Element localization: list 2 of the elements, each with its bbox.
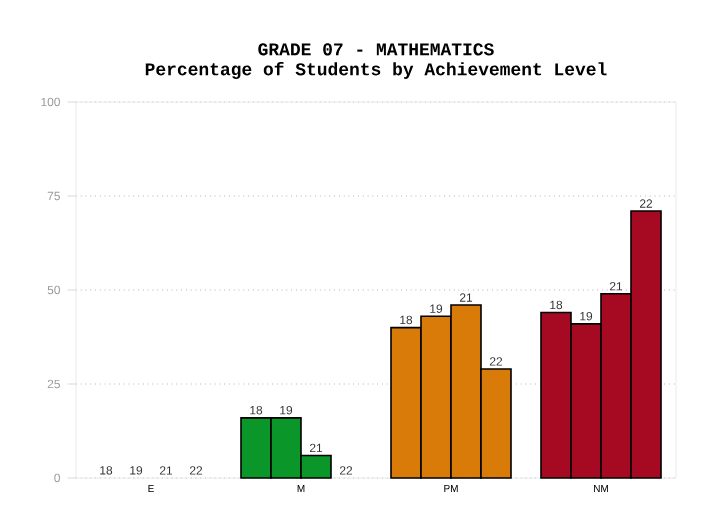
chart-title: GRADE 07 - MATHEMATICS (258, 43, 494, 56)
chart-subtitle: Percentage of Students by Achievement Level (145, 61, 607, 80)
